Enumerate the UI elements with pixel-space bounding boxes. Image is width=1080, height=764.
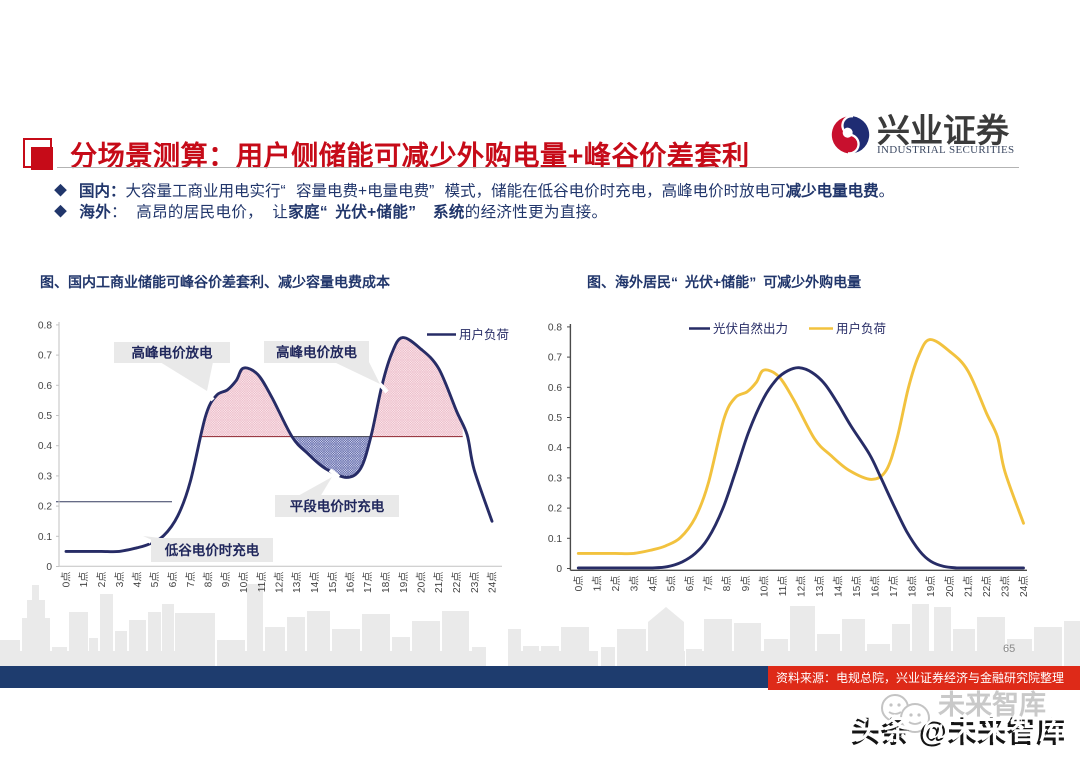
svg-text:高峰电价放电: 高峰电价放电: [132, 345, 213, 361]
svg-text:22点: 22点: [451, 572, 463, 594]
svg-text:0: 0: [46, 562, 52, 573]
svg-text:0.5: 0.5: [548, 413, 562, 424]
svg-text:0.7: 0.7: [38, 351, 52, 362]
svg-text:10点: 10点: [758, 576, 770, 598]
svg-text:11点: 11点: [777, 576, 789, 597]
svg-text:8点: 8点: [203, 572, 215, 588]
svg-text:20点: 20点: [416, 572, 428, 594]
svg-text:3点: 3点: [114, 572, 126, 588]
svg-text:用户负荷: 用户负荷: [459, 327, 509, 342]
svg-text:23点: 23点: [469, 572, 481, 594]
svg-text:6点: 6点: [684, 576, 696, 592]
svg-text:0.5: 0.5: [38, 411, 52, 422]
svg-text:0.3: 0.3: [38, 471, 52, 482]
svg-text:14点: 14点: [309, 572, 321, 594]
svg-text:17点: 17点: [362, 572, 374, 594]
svg-text:18点: 18点: [907, 576, 919, 598]
svg-text:3点: 3点: [628, 576, 640, 592]
svg-text:11点: 11点: [256, 572, 268, 593]
svg-text:1点: 1点: [591, 576, 603, 592]
svg-text:12点: 12点: [274, 572, 286, 594]
svg-text:0.3: 0.3: [548, 473, 562, 484]
svg-text:0点: 0点: [61, 572, 73, 588]
svg-text:0.2: 0.2: [548, 504, 562, 515]
svg-text:5点: 5点: [149, 572, 161, 588]
svg-text:4点: 4点: [132, 572, 144, 588]
svg-text:4点: 4点: [647, 576, 659, 592]
svg-text:0点: 0点: [573, 576, 585, 592]
svg-text:19点: 19点: [925, 576, 937, 598]
svg-text:1点: 1点: [78, 572, 90, 588]
svg-text:16点: 16点: [870, 576, 882, 598]
svg-text:12点: 12点: [795, 576, 807, 598]
svg-text:22点: 22点: [981, 576, 993, 598]
svg-text:光伏自然出力: 光伏自然出力: [713, 321, 788, 336]
svg-text:24点: 24点: [1018, 576, 1030, 598]
svg-text:21点: 21点: [433, 572, 445, 594]
svg-text:0: 0: [556, 564, 562, 575]
svg-text:0.1: 0.1: [38, 532, 52, 543]
svg-text:0.4: 0.4: [548, 443, 562, 454]
svg-text:9点: 9点: [220, 572, 232, 588]
svg-text:14点: 14点: [833, 576, 845, 598]
svg-text:0.1: 0.1: [548, 534, 562, 545]
svg-text:7点: 7点: [703, 576, 715, 592]
svg-text:0.7: 0.7: [548, 353, 562, 364]
svg-text:平段电价时充电: 平段电价时充电: [290, 498, 385, 514]
svg-text:15点: 15点: [327, 572, 339, 594]
svg-text:5点: 5点: [666, 576, 678, 592]
svg-text:0.8: 0.8: [38, 320, 52, 331]
svg-text:24点: 24点: [487, 572, 499, 594]
svg-text:23点: 23点: [1000, 576, 1012, 598]
svg-text:0.6: 0.6: [548, 383, 562, 394]
svg-text:20点: 20点: [944, 576, 956, 598]
svg-text:16点: 16点: [345, 572, 357, 594]
svg-text:10点: 10点: [238, 572, 250, 594]
svg-text:低谷电价时充电: 低谷电价时充电: [164, 542, 260, 558]
svg-text:13点: 13点: [291, 572, 303, 594]
svg-text:2点: 2点: [96, 572, 108, 588]
svg-text:15点: 15点: [851, 576, 863, 598]
svg-text:0.4: 0.4: [38, 441, 52, 452]
svg-text:用户负荷: 用户负荷: [836, 321, 886, 336]
svg-text:0.2: 0.2: [38, 502, 52, 513]
svg-text:6点: 6点: [167, 572, 179, 588]
svg-text:7点: 7点: [185, 572, 197, 588]
svg-text:8点: 8点: [721, 576, 733, 592]
svg-text:19点: 19点: [398, 572, 410, 594]
svg-text:17点: 17点: [888, 576, 900, 598]
svg-text:0.8: 0.8: [548, 322, 562, 333]
svg-text:高峰电价放电: 高峰电价放电: [276, 344, 357, 360]
svg-text:9点: 9点: [740, 576, 752, 592]
svg-text:21点: 21点: [962, 576, 974, 598]
svg-text:2点: 2点: [610, 576, 622, 592]
svg-text:18点: 18点: [380, 572, 392, 594]
svg-text:13点: 13点: [814, 576, 826, 598]
svg-text:0.6: 0.6: [38, 381, 52, 392]
